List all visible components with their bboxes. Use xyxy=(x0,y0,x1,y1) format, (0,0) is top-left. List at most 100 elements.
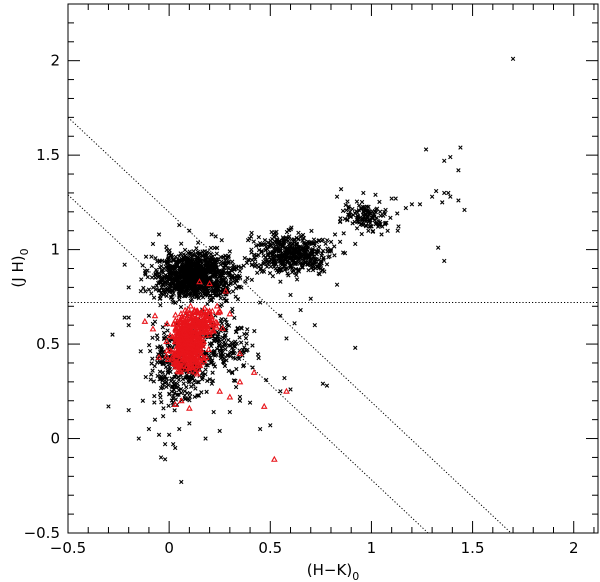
x-marker-point xyxy=(353,345,358,351)
x-marker-point xyxy=(294,272,299,278)
x-marker-point xyxy=(370,228,376,234)
x-marker-point xyxy=(259,248,264,254)
x-marker-point xyxy=(169,389,174,394)
x-marker-point xyxy=(271,256,276,262)
x-marker-point xyxy=(226,270,232,275)
x-marker-point xyxy=(382,211,387,217)
x-marker-point xyxy=(300,261,306,266)
x-marker-point xyxy=(147,348,153,354)
x-marker-point xyxy=(211,281,216,286)
x-marker-point xyxy=(223,258,228,263)
x-marker-point xyxy=(277,240,282,245)
x-marker-point xyxy=(149,291,154,296)
x-marker-point xyxy=(159,269,165,275)
triangle-marker-point xyxy=(209,326,217,333)
x-marker-point xyxy=(271,234,277,240)
triangle-marker-point xyxy=(189,337,197,344)
x-marker-point xyxy=(254,253,259,258)
x-marker-point xyxy=(238,340,244,345)
x-marker-point xyxy=(205,286,210,291)
x-marker-point xyxy=(160,378,165,383)
x-marker-point xyxy=(167,281,172,286)
x-marker-point xyxy=(176,392,181,397)
x-marker-point xyxy=(136,436,141,441)
x-marker-point xyxy=(231,350,237,356)
x-marker-point xyxy=(271,231,276,237)
x-marker-point xyxy=(222,282,228,288)
x-marker-point xyxy=(373,192,378,198)
x-marker-point xyxy=(213,272,218,277)
x-marker-point xyxy=(244,348,249,353)
x-marker-point xyxy=(442,258,447,264)
x-marker-point xyxy=(230,370,235,376)
x-marker-point xyxy=(293,266,299,272)
x-marker-point xyxy=(150,335,155,340)
x-marker-point xyxy=(237,335,242,340)
x-marker-point xyxy=(261,259,266,264)
x-marker-point xyxy=(233,294,238,299)
triangle-marker-point xyxy=(175,361,183,368)
x-marker-point xyxy=(340,250,346,255)
x-marker-point xyxy=(312,322,317,328)
x-marker-point xyxy=(170,288,175,293)
x-marker-point xyxy=(363,223,369,229)
axis-ticks xyxy=(67,3,598,534)
x-marker-point xyxy=(189,283,194,288)
x-marker-point xyxy=(262,238,268,243)
x-marker-point xyxy=(393,196,398,201)
x-marker-point xyxy=(212,257,218,262)
x-marker-point xyxy=(207,297,212,302)
x-marker-point xyxy=(361,190,366,196)
reference-line-1 xyxy=(67,116,512,534)
x-marker-point xyxy=(200,265,205,271)
triangle-marker-point xyxy=(198,318,206,325)
x-marker-point xyxy=(327,254,332,259)
x-marker-point xyxy=(344,207,349,213)
x-marker-point xyxy=(146,343,152,348)
x-marker-point xyxy=(417,202,423,207)
x-marker-point xyxy=(140,263,145,268)
x-marker-point xyxy=(168,268,174,274)
x-marker-point xyxy=(204,274,210,279)
x-marker-point xyxy=(184,268,189,273)
x-marker-point xyxy=(249,262,254,268)
x-marker-point xyxy=(192,278,197,283)
x-marker-point xyxy=(436,245,441,250)
x-marker-point xyxy=(153,255,158,261)
x-marker-point xyxy=(338,216,343,221)
triangle-marker-point xyxy=(171,400,179,407)
x-marker-point xyxy=(462,207,467,213)
x-marker-point xyxy=(200,373,206,378)
x-marker-point xyxy=(192,252,197,258)
x-marker-point xyxy=(150,285,156,290)
series-1 xyxy=(106,56,516,485)
triangle-marker-point xyxy=(193,345,201,352)
x-marker-point xyxy=(214,346,220,351)
x-marker-point xyxy=(198,262,204,267)
x-marker-point xyxy=(226,343,232,348)
x-marker-point xyxy=(217,428,222,434)
x-marker-point xyxy=(178,265,183,270)
x-marker-point xyxy=(264,257,270,263)
x-marker-point xyxy=(182,396,188,402)
x-marker-point xyxy=(170,396,176,401)
x-marker-point xyxy=(158,455,164,460)
x-marker-point xyxy=(166,254,171,260)
triangle-marker-point xyxy=(196,335,204,342)
x-marker-point xyxy=(211,265,217,270)
x-tick-label: 1 xyxy=(367,539,377,557)
triangle-marker-point xyxy=(186,404,193,411)
x-marker-point xyxy=(456,198,461,203)
triangle-marker-point xyxy=(199,339,207,346)
tick-labels: −0.5 0 0.5 1 1.5 2 −0.5 0 0.5 1 1.5 2 xyxy=(24,52,579,557)
x-marker-point xyxy=(291,260,296,265)
x-marker-point xyxy=(321,257,326,262)
x-marker-point xyxy=(181,381,186,386)
triangle-marker-point xyxy=(173,351,181,358)
x-marker-point xyxy=(301,235,307,241)
x-marker-point xyxy=(158,291,164,296)
triangle-marker-point xyxy=(236,378,244,385)
x-marker-point xyxy=(234,366,239,372)
triangle-marker-point xyxy=(236,349,244,356)
x-marker-point xyxy=(171,387,177,393)
